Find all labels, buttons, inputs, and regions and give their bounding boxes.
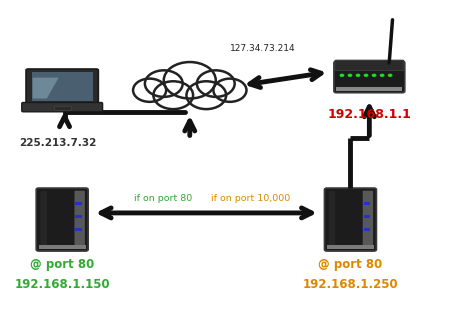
FancyBboxPatch shape — [74, 191, 85, 248]
Circle shape — [339, 74, 344, 77]
FancyBboxPatch shape — [336, 87, 402, 91]
Text: @ port 80: @ port 80 — [30, 258, 94, 271]
FancyBboxPatch shape — [324, 188, 376, 251]
Circle shape — [347, 74, 352, 77]
Text: @ port 80: @ port 80 — [319, 258, 383, 271]
Bar — [364, 215, 370, 218]
Circle shape — [186, 81, 226, 109]
Text: 192.168.1.250: 192.168.1.250 — [302, 278, 398, 291]
Circle shape — [356, 74, 360, 77]
Bar — [364, 202, 370, 205]
FancyBboxPatch shape — [22, 103, 102, 112]
Circle shape — [164, 62, 216, 99]
Circle shape — [154, 81, 193, 109]
Circle shape — [133, 79, 166, 102]
Circle shape — [213, 79, 246, 102]
FancyBboxPatch shape — [363, 191, 373, 248]
FancyBboxPatch shape — [335, 60, 404, 71]
Bar — [75, 202, 82, 205]
Text: 192.168.1.150: 192.168.1.150 — [14, 278, 110, 291]
Circle shape — [145, 70, 182, 97]
Text: if on port 10,000: if on port 10,000 — [211, 193, 290, 202]
Text: 225.213.7.32: 225.213.7.32 — [19, 138, 96, 148]
FancyBboxPatch shape — [54, 106, 71, 110]
FancyBboxPatch shape — [26, 69, 98, 105]
FancyBboxPatch shape — [328, 191, 335, 248]
FancyBboxPatch shape — [36, 188, 88, 251]
Bar — [364, 228, 370, 231]
Circle shape — [372, 74, 376, 77]
Circle shape — [197, 70, 235, 97]
FancyBboxPatch shape — [147, 77, 232, 100]
Circle shape — [364, 74, 368, 77]
Text: 127.34.73.214: 127.34.73.214 — [230, 44, 296, 53]
Bar — [75, 228, 82, 231]
FancyBboxPatch shape — [38, 245, 86, 249]
FancyBboxPatch shape — [40, 191, 47, 248]
Text: 192.168.1.1: 192.168.1.1 — [328, 109, 411, 122]
Text: if on port 80: if on port 80 — [134, 193, 192, 202]
Polygon shape — [33, 78, 59, 99]
FancyBboxPatch shape — [32, 72, 92, 101]
FancyBboxPatch shape — [327, 245, 374, 249]
Circle shape — [380, 74, 384, 77]
Bar — [75, 215, 82, 218]
Circle shape — [388, 74, 392, 77]
FancyBboxPatch shape — [334, 61, 405, 93]
